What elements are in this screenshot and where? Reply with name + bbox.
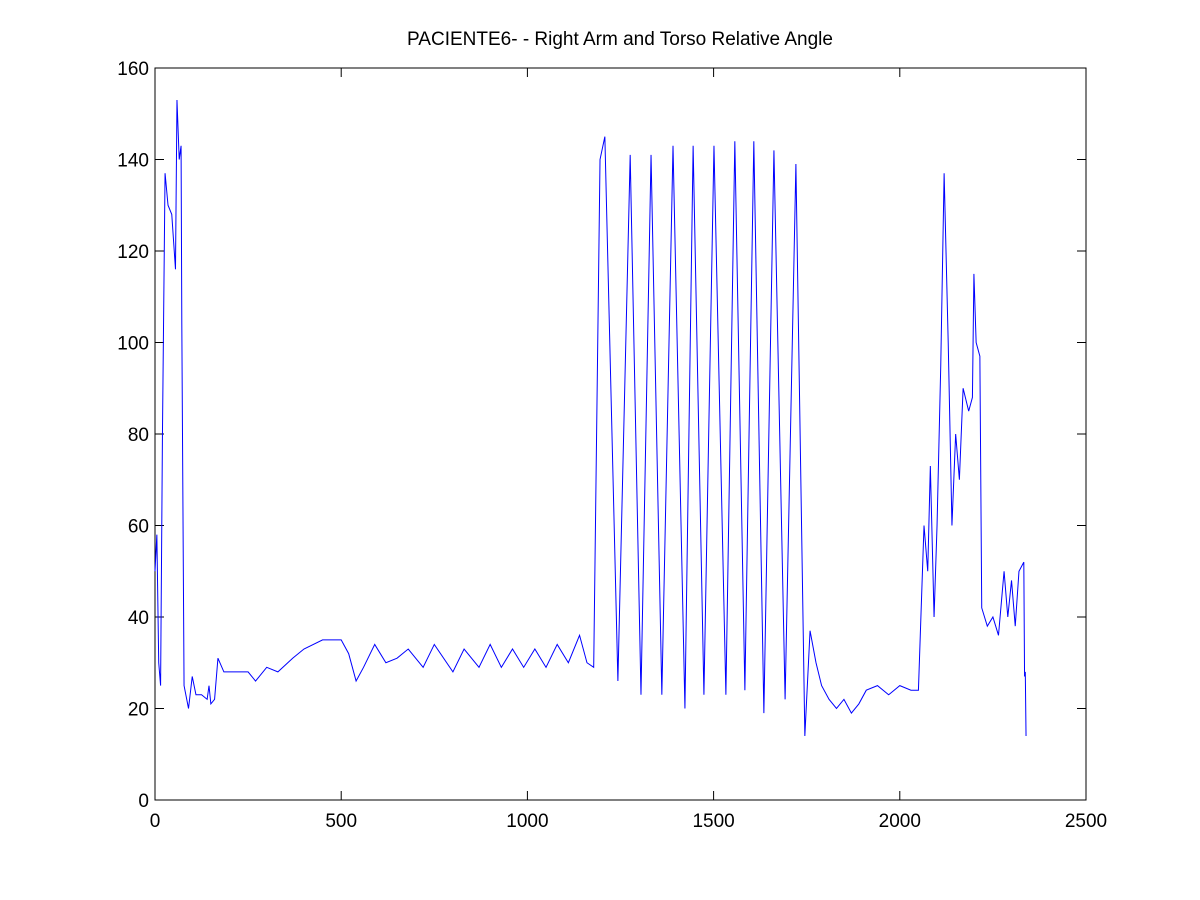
x-tick-label: 1000 bbox=[506, 811, 548, 832]
y-tick-label: 60 bbox=[128, 517, 149, 538]
plot-area bbox=[154, 67, 1087, 801]
x-tick-label: 2500 bbox=[1065, 811, 1107, 832]
y-tick-label: 20 bbox=[128, 700, 149, 721]
y-tick-label: 140 bbox=[117, 151, 149, 172]
x-tick-label: 0 bbox=[150, 811, 161, 832]
x-tick-label: 1500 bbox=[692, 811, 734, 832]
x-tick-label: 2000 bbox=[879, 811, 921, 832]
y-tick-label: 100 bbox=[117, 334, 149, 355]
x-tick-label: 500 bbox=[325, 811, 357, 832]
y-tick-label: 0 bbox=[138, 791, 149, 812]
chart-title: PACIENTE6- - Right Arm and Torso Relativ… bbox=[407, 29, 833, 50]
data-line bbox=[154, 100, 1027, 736]
y-tick-label: 40 bbox=[128, 608, 149, 629]
y-tick-label: 160 bbox=[117, 59, 149, 80]
y-tick-label: 120 bbox=[117, 242, 149, 263]
y-tick-label: 80 bbox=[128, 425, 149, 446]
